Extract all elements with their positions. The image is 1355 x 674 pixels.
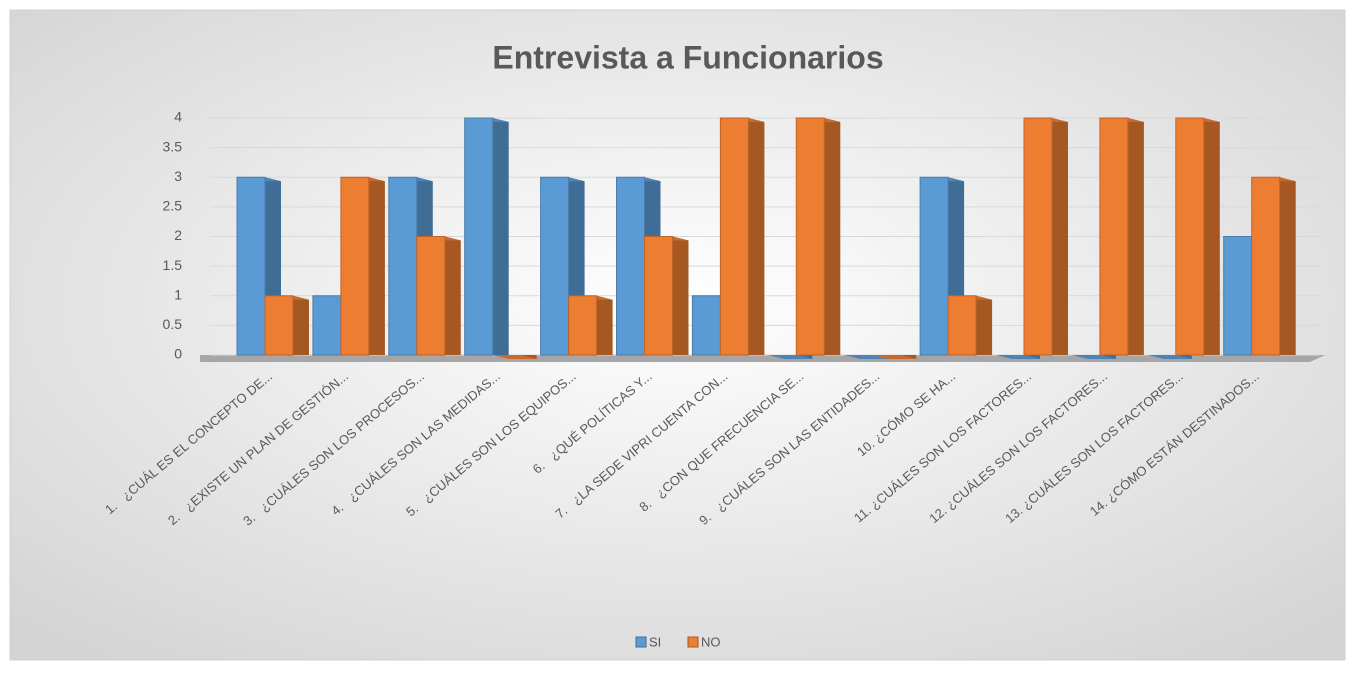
- bar: [264, 295, 294, 356]
- bar: [947, 295, 977, 356]
- bar: [795, 117, 825, 356]
- bar: [1099, 117, 1129, 356]
- bar-side: [368, 177, 385, 355]
- bar: [644, 236, 673, 356]
- y-tick-label: 4: [174, 109, 182, 125]
- y-tick-label: 3: [174, 168, 182, 184]
- bar-side: [1127, 118, 1144, 355]
- bar: [919, 176, 949, 356]
- bar: [312, 295, 342, 356]
- bar-side: [492, 118, 509, 355]
- bar: [691, 295, 721, 356]
- y-tick-label: 2: [174, 227, 182, 243]
- y-tick-label: 0.5: [163, 316, 183, 332]
- y-tick-label: 2.5: [163, 198, 183, 214]
- bar-side: [1203, 118, 1220, 355]
- bar-side: [748, 118, 765, 355]
- bar: [1023, 117, 1053, 356]
- legend-label: SI: [649, 634, 661, 649]
- y-tick-label: 1.5: [163, 257, 183, 273]
- bar: [340, 176, 370, 356]
- bar: [388, 176, 418, 356]
- bar-top: [768, 355, 813, 359]
- bar-top: [996, 355, 1040, 359]
- bar-side: [1052, 118, 1068, 355]
- y-tick-label: 0: [174, 346, 182, 362]
- bar-top: [844, 355, 889, 359]
- bar: [540, 176, 570, 356]
- bar: [464, 117, 494, 356]
- y-tick-label: 3.5: [163, 138, 183, 154]
- bar-side: [444, 236, 461, 355]
- bar-top: [492, 355, 537, 359]
- bar-side: [976, 295, 993, 355]
- y-tick-label: 1: [174, 286, 182, 302]
- bar: [1175, 117, 1205, 356]
- legend-label: NO: [701, 634, 721, 649]
- bar-top: [1147, 355, 1192, 359]
- bar-side: [824, 118, 841, 355]
- bar: [616, 176, 645, 356]
- legend-swatch: [635, 636, 647, 648]
- bar: [1223, 236, 1253, 356]
- legend-swatch: [687, 636, 699, 648]
- bar-top: [872, 355, 917, 359]
- bar-side: [293, 295, 309, 355]
- bar: [236, 176, 266, 356]
- chart-title: Entrevista a Funcionarios: [492, 39, 883, 75]
- bar: [416, 236, 446, 356]
- bar: [719, 117, 749, 356]
- bar: [1251, 176, 1281, 356]
- bar-top: [1071, 355, 1116, 359]
- floor: [200, 355, 1325, 362]
- bar-side: [672, 236, 689, 355]
- bar-side: [596, 295, 613, 355]
- bar: [568, 295, 598, 356]
- bar-side: [1279, 177, 1296, 355]
